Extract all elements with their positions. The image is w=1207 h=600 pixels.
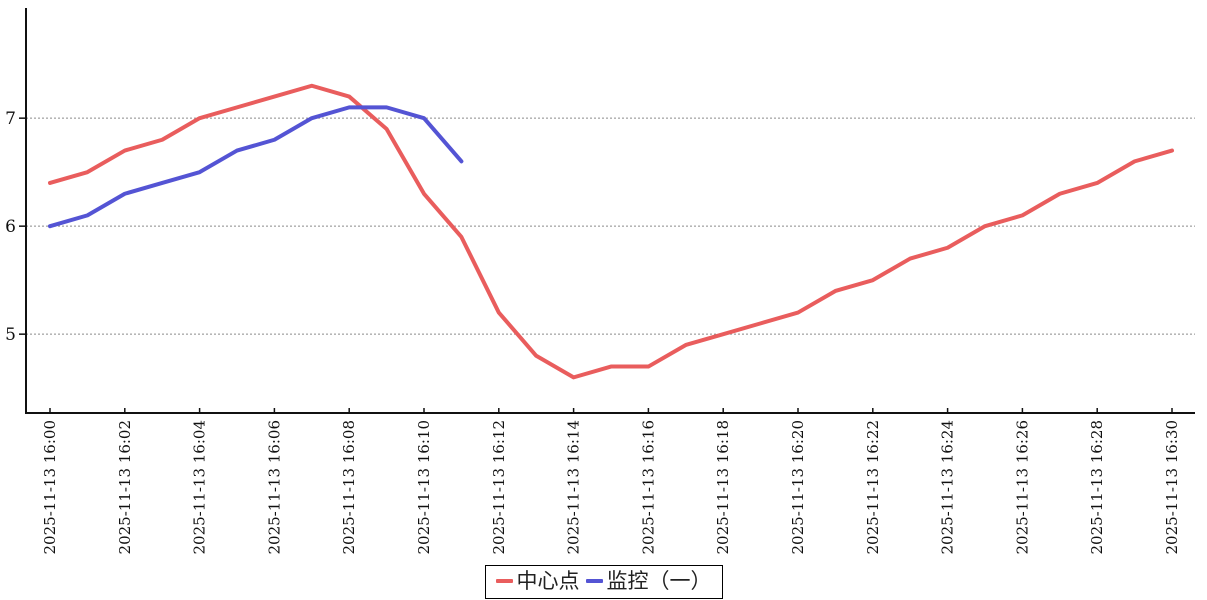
legend: 中心点 监控（一）: [484, 565, 723, 600]
x-tick-label: 2025-11-13 16:02: [116, 420, 134, 554]
legend-label-center-point: 中心点: [516, 569, 580, 593]
x-tick-label: 2025-11-13 16:06: [265, 420, 283, 554]
legend-item-center-point: 中心点: [495, 568, 580, 594]
x-tick-label: 2025-11-13 16:30: [1163, 420, 1181, 554]
x-tick-label: 2025-11-13 16:24: [939, 420, 957, 554]
legend-swatch-blue-line-icon: [585, 579, 603, 584]
x-tick-label: 2025-11-13 16:20: [789, 420, 807, 554]
x-tick-label: 2025-11-13 16:26: [1013, 420, 1031, 554]
x-tick-label: 2025-11-13 16:14: [565, 420, 583, 554]
legend-label-monitor-1: 监控（一）: [606, 569, 712, 593]
x-tick-label: 2025-11-13 16:10: [415, 420, 433, 554]
y-tick-label: 6: [5, 217, 16, 237]
x-tick-label: 2025-11-13 16:12: [490, 420, 508, 554]
x-tick-label: 2025-11-13 16:18: [714, 420, 732, 554]
x-tick-label: 2025-11-13 16:00: [41, 420, 59, 554]
y-tick-label: 5: [5, 325, 16, 345]
x-tick-label: 2025-11-13 16:08: [340, 420, 358, 554]
x-tick-label: 2025-11-13 16:04: [191, 420, 209, 554]
x-tick-label: 2025-11-13 16:28: [1088, 420, 1106, 554]
series-line-center-point: [48, 83, 1174, 380]
legend-item-monitor-1: 监控（一）: [585, 568, 712, 594]
x-tick-label: 2025-11-13 16:16: [639, 420, 657, 554]
series-line-monitor-1: [48, 105, 464, 229]
y-tick-label: 7: [5, 109, 16, 129]
legend-swatch-red-line-icon: [495, 579, 513, 584]
x-tick-label: 2025-11-13 16:22: [864, 420, 882, 554]
